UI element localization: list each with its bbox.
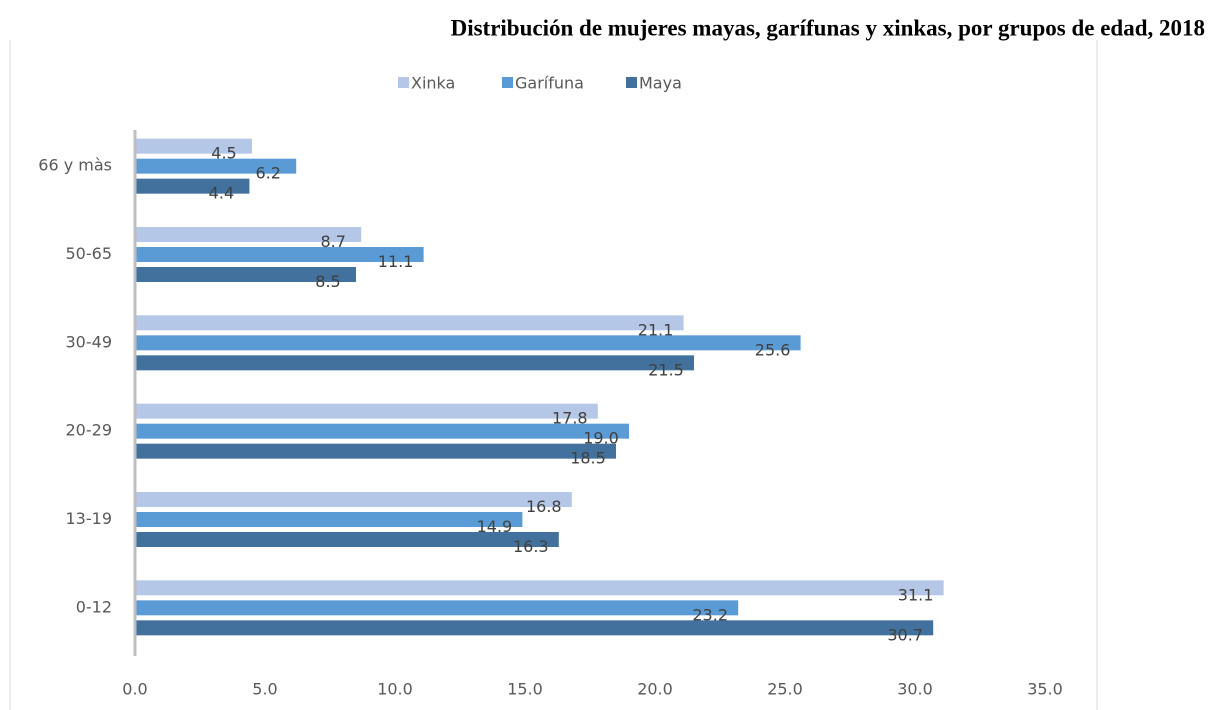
data-label: 19.0 bbox=[583, 429, 619, 448]
data-label: 6.2 bbox=[255, 164, 280, 183]
y-tick-label: 20-29 bbox=[66, 421, 113, 440]
data-label: 31.1 bbox=[898, 585, 934, 604]
bar bbox=[135, 335, 801, 351]
data-label: 23.2 bbox=[692, 605, 728, 624]
y-tick-label: 0-12 bbox=[76, 597, 112, 616]
legend-swatch bbox=[626, 77, 637, 88]
bar bbox=[135, 580, 944, 596]
data-label: 16.3 bbox=[513, 537, 549, 556]
data-label: 14.9 bbox=[477, 517, 513, 536]
bar bbox=[135, 532, 559, 547]
data-label: 21.5 bbox=[648, 360, 684, 379]
data-label: 21.1 bbox=[638, 320, 674, 339]
legend-label: Xinka bbox=[411, 74, 455, 93]
data-label: 25.6 bbox=[755, 340, 791, 359]
data-label: 8.5 bbox=[315, 272, 340, 291]
data-label: 8.7 bbox=[320, 232, 345, 251]
bar bbox=[135, 600, 739, 616]
data-label: 11.1 bbox=[378, 252, 414, 271]
data-label: 30.7 bbox=[887, 625, 923, 644]
bar bbox=[135, 403, 598, 419]
y-tick-label: 50-65 bbox=[66, 244, 113, 263]
bar bbox=[135, 620, 934, 636]
bar bbox=[135, 138, 252, 154]
data-label: 18.5 bbox=[570, 449, 606, 468]
bar bbox=[135, 247, 424, 262]
x-tick-label: 30.0 bbox=[897, 680, 933, 699]
bar bbox=[135, 267, 356, 282]
chart-title: Distribución de mujeres mayas, garífunas… bbox=[451, 15, 1205, 40]
legend-label: Garífuna bbox=[515, 74, 584, 93]
bar bbox=[135, 492, 572, 507]
legend-swatch bbox=[398, 77, 409, 88]
y-tick-label: 13-19 bbox=[66, 509, 113, 528]
data-label: 16.8 bbox=[526, 497, 562, 516]
bar bbox=[135, 315, 684, 331]
x-tick-label: 5.0 bbox=[252, 680, 277, 699]
x-tick-label: 20.0 bbox=[637, 680, 673, 699]
x-tick-label: 25.0 bbox=[767, 680, 803, 699]
bar bbox=[135, 423, 629, 439]
x-tick-label: 0.0 bbox=[122, 680, 147, 699]
bar bbox=[135, 355, 694, 371]
bar bbox=[135, 178, 250, 194]
bar bbox=[135, 512, 523, 527]
x-tick-label: 35.0 bbox=[1027, 680, 1063, 699]
data-label: 17.8 bbox=[552, 409, 588, 428]
x-tick-label: 15.0 bbox=[507, 680, 543, 699]
x-tick-label: 10.0 bbox=[377, 680, 413, 699]
data-label: 4.4 bbox=[209, 184, 234, 203]
legend-label: Maya bbox=[639, 74, 682, 93]
y-tick-label: 66 y màs bbox=[38, 156, 112, 175]
bar bbox=[135, 227, 362, 242]
y-tick-label: 30-49 bbox=[66, 332, 113, 351]
legend-swatch bbox=[502, 77, 513, 88]
bar bbox=[135, 443, 616, 459]
bar bbox=[135, 158, 297, 174]
data-label: 4.5 bbox=[211, 144, 236, 163]
